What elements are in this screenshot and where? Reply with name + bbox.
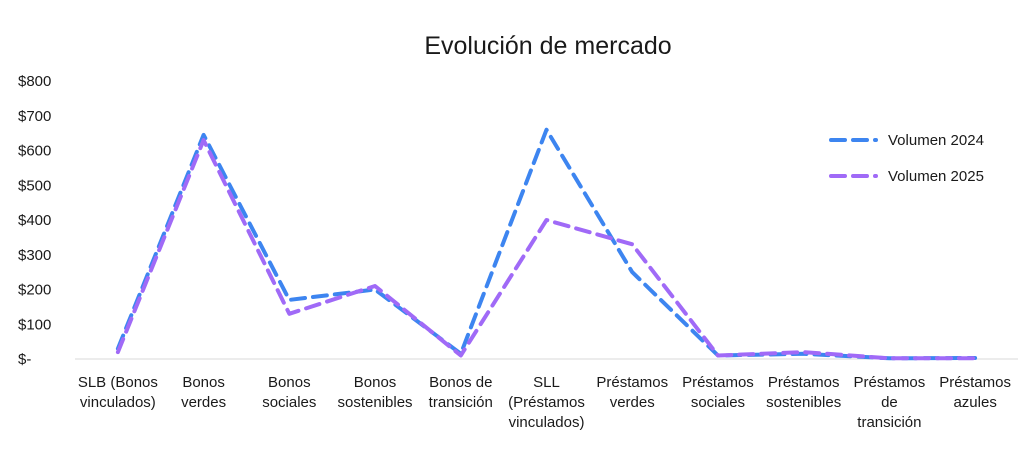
- x-tick-label: SLL (Préstamos vinculados): [508, 374, 585, 431]
- x-tick-label: Préstamos azules: [939, 374, 1011, 411]
- x-tick-label-line: Préstamos: [854, 374, 926, 391]
- y-tick-label: $500: [18, 177, 51, 194]
- x-tick-label-line: Bonos: [182, 374, 225, 391]
- x-tick-label-line: SLB (Bonos: [78, 374, 158, 391]
- x-tick-label-line: Préstamos: [682, 374, 754, 391]
- x-tick-label: Bonos sostenibles: [338, 374, 413, 411]
- x-tick-label-line: verdes: [181, 394, 226, 411]
- x-tick-label-line: sociales: [691, 394, 745, 411]
- x-tick-label-line: de: [881, 394, 898, 411]
- x-tick-label-line: sociales: [262, 394, 316, 411]
- x-tick-label-line: sostenibles: [338, 394, 413, 411]
- x-tick-label: Bonos verdes: [181, 374, 226, 411]
- x-tick-label-line: Préstamos: [768, 374, 840, 391]
- series-layer: [115, 127, 978, 361]
- y-tick-label: $200: [18, 282, 51, 299]
- x-tick-label-line: SLL: [533, 374, 560, 391]
- x-tick-label: Préstamos sociales: [682, 374, 754, 411]
- x-tick-label-line: Bonos: [354, 374, 397, 391]
- x-tick-label-line: Bonos de: [429, 374, 492, 391]
- x-tick-label-line: transición: [857, 414, 921, 431]
- x-tick-label-line: (Préstamos: [508, 394, 585, 411]
- x-tick-label-line: Bonos: [268, 374, 311, 391]
- y-tick-label: $600: [18, 143, 51, 160]
- y-tick-label: $800: [18, 73, 51, 90]
- y-tick-label: $-: [18, 351, 31, 368]
- x-tick-label-line: vinculados): [509, 414, 585, 431]
- x-tick-label-line: Préstamos: [939, 374, 1011, 391]
- series-line-2: [115, 138, 978, 361]
- x-axis: SLB (Bonos vinculados) Bonos verdes Bonos soc…: [75, 358, 1018, 431]
- x-tick-label: Préstamos de transición: [854, 374, 926, 431]
- y-tick-label: $700: [18, 108, 51, 125]
- legend-label-1: Volumen 2024: [888, 132, 984, 149]
- x-tick-label-line: verdes: [610, 394, 655, 411]
- x-tick-label: Bonos sociales: [262, 374, 316, 411]
- x-tick-label-line: sostenibles: [766, 394, 841, 411]
- legend: Volumen 2024 Volumen 2025: [829, 132, 984, 185]
- y-tick-label: $100: [18, 316, 51, 333]
- y-tick-label: $300: [18, 247, 51, 264]
- x-tick-label-line: azules: [953, 394, 996, 411]
- x-tick-label: Préstamos sostenibles: [766, 374, 841, 411]
- series-line-1: [115, 127, 978, 361]
- x-tick-label: Préstamos verdes: [596, 374, 668, 411]
- x-tick-label-line: transición: [429, 394, 493, 411]
- legend-label-2: Volumen 2025: [888, 168, 984, 185]
- y-tick-label: $400: [18, 212, 51, 229]
- x-tick-label: Bonos de transición: [429, 374, 493, 411]
- x-tick-label: SLB (Bonos vinculados): [78, 374, 158, 411]
- x-tick-label-line: Préstamos: [596, 374, 668, 391]
- y-axis: $- $100 $200 $300 $400 $500 $600 $700 $800: [18, 73, 51, 368]
- chart-title: Evolución de mercado: [424, 32, 671, 60]
- x-tick-label-line: vinculados): [80, 394, 156, 411]
